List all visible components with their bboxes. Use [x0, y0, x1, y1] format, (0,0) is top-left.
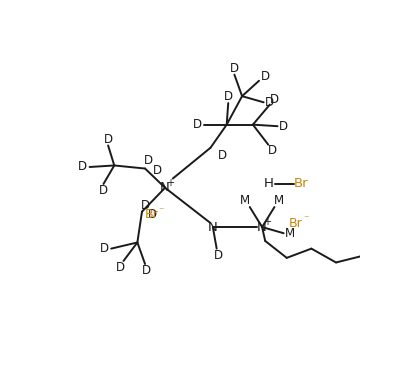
Text: D: D — [214, 249, 223, 262]
Text: D: D — [153, 164, 162, 177]
Text: D: D — [279, 120, 288, 133]
Text: +: + — [263, 218, 271, 227]
Text: D: D — [217, 149, 227, 162]
Text: Br: Br — [289, 218, 303, 230]
Text: D: D — [230, 62, 239, 75]
Text: D: D — [265, 96, 274, 109]
Text: Br: Br — [294, 177, 309, 191]
Text: D: D — [116, 261, 125, 274]
Text: ⁻: ⁻ — [303, 214, 309, 224]
Text: +: + — [166, 178, 174, 188]
Text: H: H — [264, 177, 274, 191]
Text: M: M — [240, 195, 250, 207]
Text: D: D — [267, 144, 277, 157]
Text: ⁻: ⁻ — [158, 206, 164, 216]
Text: N: N — [160, 181, 170, 194]
Text: D: D — [99, 184, 108, 197]
Text: D: D — [78, 161, 87, 173]
Text: D: D — [100, 242, 109, 255]
Text: D: D — [140, 199, 150, 212]
Text: D: D — [193, 118, 202, 131]
Text: M: M — [274, 195, 284, 207]
Text: N: N — [208, 220, 218, 234]
Text: D: D — [142, 265, 151, 277]
Text: D: D — [148, 208, 157, 221]
Text: Br: Br — [144, 208, 158, 221]
Text: D: D — [261, 70, 270, 84]
Text: D: D — [224, 91, 233, 103]
Text: M: M — [285, 227, 295, 240]
Text: D: D — [144, 154, 154, 167]
Text: N: N — [257, 220, 267, 234]
Text: D: D — [270, 93, 279, 106]
Text: D: D — [103, 133, 113, 146]
